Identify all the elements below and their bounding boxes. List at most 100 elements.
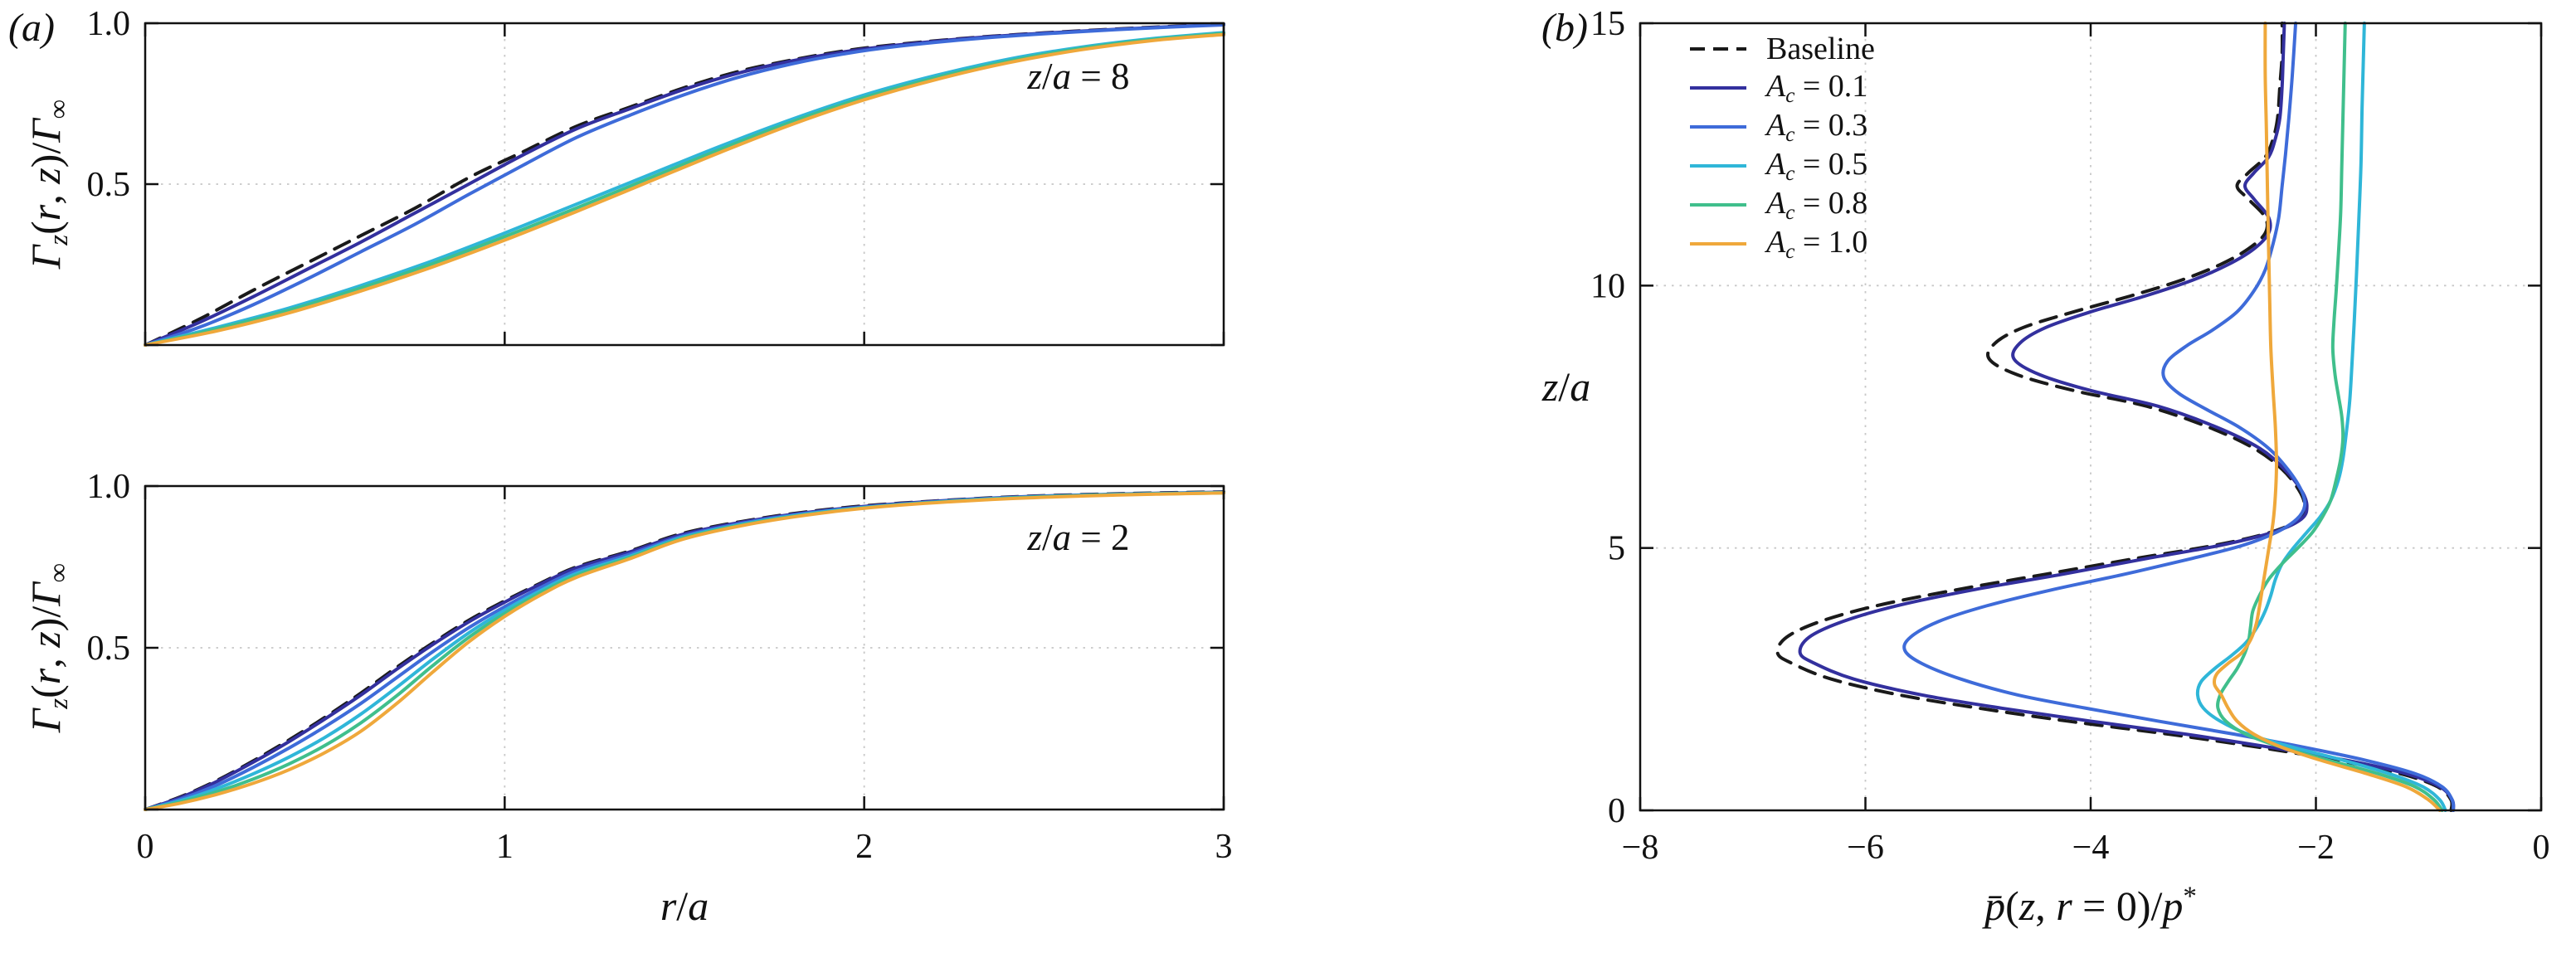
text-segment: = 0)/ xyxy=(2072,883,2163,930)
text-segment: z xyxy=(44,698,75,709)
series-line-ac03 xyxy=(144,22,1225,347)
text-segment: , xyxy=(22,647,69,669)
legend-line-ac01 xyxy=(1690,86,1746,90)
text-segment: = 1.0 xyxy=(1794,225,1868,260)
text-segment: z xyxy=(22,631,69,648)
text-segment: c xyxy=(1785,163,1795,186)
x-tick-label: 3 xyxy=(1215,828,1233,866)
text-segment: a xyxy=(1052,56,1072,97)
text-segment: ( xyxy=(22,684,69,698)
text-segment: A xyxy=(1766,186,1786,221)
y-tick-label: 15 xyxy=(1590,5,1625,43)
series-line-ac10 xyxy=(2212,22,2442,812)
text-segment: / xyxy=(1042,56,1053,97)
x-tick-label: −6 xyxy=(1847,829,1884,867)
series-line-ac05 xyxy=(2195,22,2447,812)
legend-item-ac10: Ac = 1.0 xyxy=(1688,224,1875,264)
text-segment: / xyxy=(1042,517,1053,558)
text-segment: = 0.3 xyxy=(1794,108,1868,143)
text-segment: r xyxy=(22,204,69,221)
text-segment: / xyxy=(676,883,689,929)
text-segment: Γ xyxy=(22,245,69,270)
legend-item-ac03: Ac = 0.3 xyxy=(1688,107,1875,147)
legend: Baseline Ac = 0.1 Ac = 0.3 Ac = 0.5 Ac = 0.8… xyxy=(1688,32,1875,265)
text-segment: = 0.5 xyxy=(1794,147,1868,182)
text-segment: = 8 xyxy=(1071,56,1130,97)
text-segment: , xyxy=(22,183,69,205)
text-segment: ( xyxy=(22,221,69,235)
x-tick-label: 1 xyxy=(496,828,514,866)
legend-line-ac08 xyxy=(1690,203,1746,207)
x-tick-label: 2 xyxy=(855,828,873,866)
y-tick-label: 0.5 xyxy=(87,166,131,204)
series-line-ac10 xyxy=(144,491,1225,811)
y-tick-label: 0.5 xyxy=(87,630,131,668)
a-bottom-annotation: z/a = 2 xyxy=(1028,516,1130,559)
legend-item-ac01: Ac = 0.1 xyxy=(1688,68,1875,108)
text-segment: z xyxy=(1027,517,1043,558)
text-segment: ∞ xyxy=(44,562,75,583)
text-segment: a xyxy=(1052,517,1072,558)
text-segment: c xyxy=(1785,124,1795,147)
legend-label: Ac = 0.8 xyxy=(1766,185,1867,225)
legend-label: Ac = 0.5 xyxy=(1766,146,1867,186)
a-bottom-y-axis-label: Γz(r, z)/Γ∞ xyxy=(22,563,75,732)
text-segment: ( xyxy=(2005,883,2019,930)
legend-line-ac03 xyxy=(1690,125,1746,129)
chart-svg-a_bottom: 0 1 2 3 0.5 1.0 xyxy=(87,468,1233,866)
text-segment: z xyxy=(1541,363,1559,410)
text-segment: a xyxy=(1570,363,1591,410)
text-segment: = 0.1 xyxy=(1794,69,1868,104)
y-tick-label: 1.0 xyxy=(87,5,131,43)
text-segment: A xyxy=(1766,147,1786,182)
y-tick-label: 1.0 xyxy=(87,468,131,506)
legend-label: Ac = 1.0 xyxy=(1766,224,1867,264)
plot-a-bottom: 0 1 2 3 0.5 1.0 xyxy=(17,461,1249,905)
text-segment: A xyxy=(1766,108,1786,143)
chart-svg-a_top: 0.5 1.0 xyxy=(87,5,1225,347)
text-segment: = 0.8 xyxy=(1794,186,1868,221)
y-tick-label: 5 xyxy=(1608,530,1625,568)
text-segment: z xyxy=(22,168,69,184)
b-x-axis-label: p̄(z, r = 0)/p* xyxy=(1984,882,2197,930)
text-segment: z xyxy=(44,234,75,246)
plot-b: −8 −6 −4 −2 0 0 5 10 15 xyxy=(1512,0,2568,906)
plot-a-top: 0.5 1.0 xyxy=(17,0,1249,440)
x-tick-label: −4 xyxy=(2072,829,2110,867)
text-segment: z xyxy=(2018,883,2036,930)
text-segment: )/ xyxy=(22,605,69,632)
a-top-annotation: z/a = 8 xyxy=(1028,55,1130,98)
text-segment: , xyxy=(2035,883,2057,930)
text-segment: c xyxy=(1785,202,1795,225)
text-segment: A xyxy=(1766,69,1786,104)
text-segment: p̄ xyxy=(1984,883,2006,930)
text-segment: Γ xyxy=(22,582,69,606)
series-line-ac03 xyxy=(1902,22,2456,812)
legend-item-ac05: Ac = 0.5 xyxy=(1688,146,1875,186)
text-segment: * xyxy=(2183,881,2197,912)
text-segment: r xyxy=(2056,883,2072,930)
legend-item-ac08: Ac = 0.8 xyxy=(1688,185,1875,225)
legend-line-baseline xyxy=(1690,47,1746,51)
series-line-ac01 xyxy=(1798,22,2456,812)
text-segment: Γ xyxy=(22,119,69,143)
panel-a-label: (a) xyxy=(8,6,55,50)
series-line-ac08 xyxy=(2216,22,2444,812)
text-segment: Γ xyxy=(22,708,69,733)
series-line-ac10 xyxy=(144,32,1225,347)
legend-label: Ac = 0.1 xyxy=(1766,68,1867,108)
x-tick-label: −2 xyxy=(2297,829,2335,867)
text-segment: A xyxy=(1766,225,1786,260)
y-tick-label: 10 xyxy=(1590,267,1625,305)
x-tick-label: 0 xyxy=(137,828,154,866)
text-segment: z xyxy=(1027,56,1043,97)
legend-label: Ac = 0.3 xyxy=(1766,107,1867,147)
text-segment: a xyxy=(688,883,709,929)
legend-item-baseline: Baseline xyxy=(1688,32,1875,66)
text-segment: ∞ xyxy=(44,99,75,119)
series-line-baseline xyxy=(1775,22,2454,812)
text-segment: / xyxy=(1558,363,1570,410)
text-segment: p xyxy=(2162,883,2184,930)
text-segment: r xyxy=(660,883,677,929)
